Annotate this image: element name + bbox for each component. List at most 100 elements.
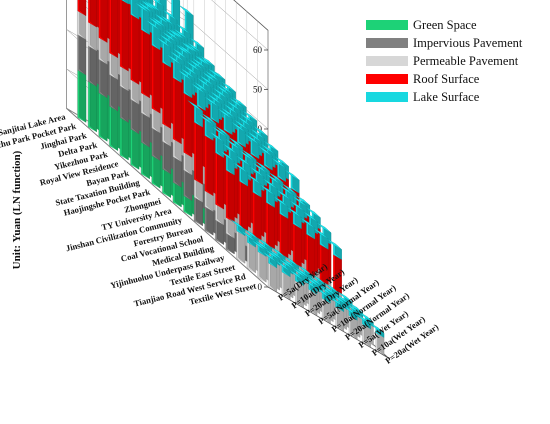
bar-segment <box>98 36 108 65</box>
bar-segment <box>88 80 97 133</box>
bar-top <box>251 161 267 173</box>
bar-top <box>326 238 342 250</box>
bar-top <box>150 16 166 28</box>
bar-segment <box>162 122 171 147</box>
legend-label: Lake Surface <box>413 89 480 104</box>
bar-top <box>268 171 284 183</box>
legend-label: Permeable Pavement <box>413 53 519 68</box>
bar-top <box>220 81 236 93</box>
bar-top <box>188 37 204 49</box>
bar-segment <box>172 181 182 208</box>
bar-segment <box>215 218 224 245</box>
bar-top <box>264 248 280 260</box>
y-tick-label: 60 <box>253 45 263 55</box>
bar-top <box>241 110 257 122</box>
bar-top <box>299 217 315 229</box>
bar-segment <box>162 61 171 129</box>
bar-segment <box>77 68 87 123</box>
bar-top <box>246 131 262 143</box>
bar-top <box>310 273 326 285</box>
bar-segment <box>121 0 129 5</box>
bar-segment <box>204 189 214 212</box>
bar-top <box>252 125 268 137</box>
bar-segment <box>223 112 233 135</box>
bar-segment <box>277 161 286 183</box>
bar-segment <box>183 91 193 158</box>
bar-top <box>203 95 219 107</box>
bar-top <box>262 178 278 190</box>
bar-top <box>167 27 183 39</box>
bar-top <box>198 74 214 86</box>
bar-segment <box>98 0 108 43</box>
bar-top <box>145 19 161 31</box>
bar-segment <box>196 87 206 111</box>
bar-top <box>328 295 344 307</box>
bar-top <box>238 149 254 161</box>
legend-item: Lake Surface <box>366 90 479 104</box>
bar-segment <box>292 222 302 268</box>
bar-top <box>161 31 177 43</box>
bar-top <box>206 93 222 105</box>
bar-segment <box>119 84 129 123</box>
bar-segment <box>109 0 118 59</box>
bar-top <box>153 0 164 7</box>
bar-segment <box>151 126 161 161</box>
bar-segment <box>141 91 150 118</box>
bar-top <box>302 278 318 290</box>
bar-top <box>180 41 196 53</box>
bar-segment <box>141 141 150 180</box>
bar-top <box>261 251 277 263</box>
bar-top <box>331 293 347 305</box>
bar-top <box>240 230 256 242</box>
bar-top <box>369 322 385 334</box>
bar-segment <box>77 9 87 40</box>
bar-top <box>137 1 153 13</box>
bar-segment <box>183 150 193 176</box>
bar-segment <box>266 201 275 250</box>
bar-top <box>259 184 275 196</box>
bar-segment <box>252 190 262 242</box>
bar-top <box>254 239 270 251</box>
bar-segment <box>130 98 140 135</box>
grid-line <box>166 0 269 90</box>
bar-segment <box>130 127 140 170</box>
bar-top <box>278 258 294 270</box>
bar-segment <box>130 13 140 85</box>
bar-segment <box>88 20 97 52</box>
bar-top <box>337 291 353 303</box>
bar-top <box>196 76 212 88</box>
legend-label: Impervious Pavement <box>413 35 523 50</box>
bar-top <box>178 0 180 1</box>
bar-top <box>162 9 178 21</box>
bar-segment <box>98 58 108 99</box>
legend-label: Green Space <box>413 17 477 32</box>
bar-top <box>217 83 233 95</box>
bar-top <box>239 112 255 124</box>
bar-segment <box>141 6 150 35</box>
bar-top <box>222 143 238 155</box>
bar-top <box>233 119 249 131</box>
bar-top <box>315 287 331 299</box>
bar-top <box>186 41 202 53</box>
bar-top <box>204 70 220 82</box>
bar-top <box>188 58 204 70</box>
legend: Green Space Impervious Pavement Permeable … <box>366 18 550 114</box>
bar-segment <box>257 250 267 283</box>
bar-top <box>244 133 260 145</box>
bar-top <box>358 311 374 323</box>
bar-top <box>305 206 321 218</box>
bar-segment <box>239 179 248 232</box>
bar-segment <box>194 120 203 185</box>
bar-top <box>177 69 193 81</box>
bar-segment <box>319 243 329 286</box>
bar-top <box>321 284 337 296</box>
bar-top <box>183 42 199 54</box>
bar-top <box>283 255 299 267</box>
bar-top <box>230 218 246 230</box>
bar-segment <box>194 178 203 203</box>
bar-top <box>207 67 223 79</box>
bar-top <box>225 99 241 111</box>
bar-segment <box>279 212 289 260</box>
bar-top <box>347 302 363 314</box>
bar-top <box>236 115 252 127</box>
